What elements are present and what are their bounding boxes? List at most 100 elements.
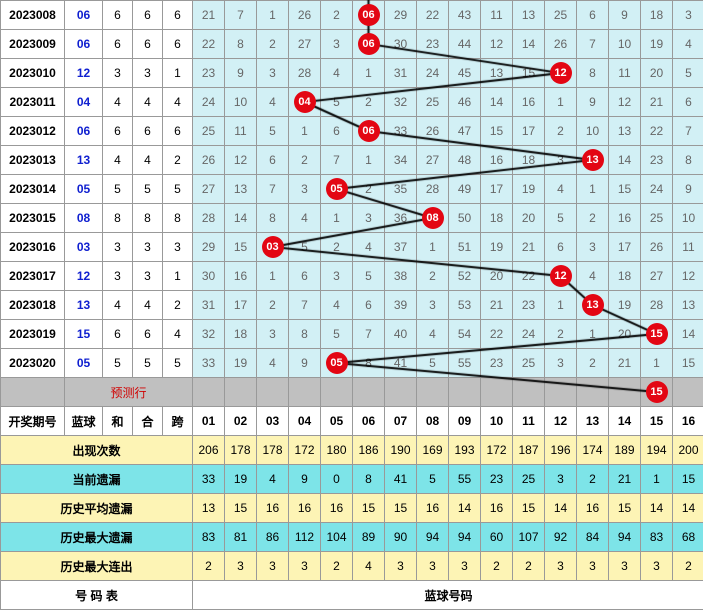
miss-cell: 1 bbox=[257, 262, 289, 291]
miss-cell: 3 bbox=[673, 1, 703, 30]
stats-value: 13 bbox=[193, 494, 225, 523]
ball-marker: 05 bbox=[326, 352, 348, 374]
miss-cell: 12 bbox=[609, 88, 641, 117]
span-value: 5 bbox=[163, 175, 193, 204]
miss-cell: 17 bbox=[481, 175, 513, 204]
ball-marker: 06 bbox=[358, 4, 380, 26]
stats-value: 3 bbox=[609, 552, 641, 581]
footer-row: 号 码 表蓝球号码 bbox=[1, 581, 703, 610]
miss-cell: 1 bbox=[289, 117, 321, 146]
miss-cell: 23 bbox=[641, 146, 673, 175]
miss-cell: 29 bbox=[193, 233, 225, 262]
header-he: 合 bbox=[133, 407, 163, 436]
ball-marker: 06 bbox=[358, 33, 380, 55]
miss-cell: 3 bbox=[321, 30, 353, 59]
stats-value: 15 bbox=[609, 494, 641, 523]
miss-cell: 3 bbox=[289, 175, 321, 204]
span-value: 2 bbox=[163, 291, 193, 320]
he-value: 6 bbox=[133, 30, 163, 59]
miss-cell: 17 bbox=[513, 117, 545, 146]
table-row: 20230080666621712620629224311132569183 bbox=[1, 1, 703, 30]
header-row: 开奖期号蓝球和合跨0102030405060708091011121314151… bbox=[1, 407, 703, 436]
blue-ball-value: 05 bbox=[65, 175, 103, 204]
miss-cell: 44 bbox=[449, 30, 481, 59]
stats-value: 200 bbox=[673, 436, 703, 465]
miss-cell: 28 bbox=[289, 59, 321, 88]
miss-cell: 43 bbox=[449, 1, 481, 30]
miss-cell: 5 bbox=[257, 117, 289, 146]
miss-cell: 34 bbox=[385, 146, 417, 175]
header-num: 01 bbox=[193, 407, 225, 436]
miss-cell: 3 bbox=[353, 204, 385, 233]
miss-cell: 26 bbox=[641, 233, 673, 262]
miss-cell: 39 bbox=[385, 291, 417, 320]
stats-value: 4 bbox=[353, 552, 385, 581]
ball-cell: 12 bbox=[545, 59, 577, 88]
stats-value: 190 bbox=[385, 436, 417, 465]
miss-cell: 2 bbox=[545, 320, 577, 349]
blue-ball-value: 06 bbox=[65, 1, 103, 30]
miss-cell: 6 bbox=[257, 146, 289, 175]
miss-cell: 36 bbox=[385, 204, 417, 233]
miss-cell: 11 bbox=[481, 1, 513, 30]
miss-cell: 2 bbox=[577, 349, 609, 378]
sum-value: 3 bbox=[103, 262, 133, 291]
forecast-empty bbox=[289, 378, 321, 407]
blue-ball-value: 03 bbox=[65, 233, 103, 262]
miss-cell: 33 bbox=[193, 349, 225, 378]
miss-cell: 6 bbox=[577, 1, 609, 30]
stats-value: 196 bbox=[545, 436, 577, 465]
table-row: 20230140555527137305235284917194115249 bbox=[1, 175, 703, 204]
stats-value: 174 bbox=[577, 436, 609, 465]
stats-value: 193 bbox=[449, 436, 481, 465]
header-num: 04 bbox=[289, 407, 321, 436]
miss-cell: 9 bbox=[225, 59, 257, 88]
he-value: 5 bbox=[133, 349, 163, 378]
miss-cell: 1 bbox=[353, 146, 385, 175]
miss-cell: 4 bbox=[321, 291, 353, 320]
miss-cell: 24 bbox=[641, 175, 673, 204]
miss-cell: 2 bbox=[577, 204, 609, 233]
trend-table: 2023008066662171262062922431113256918320… bbox=[0, 0, 703, 610]
miss-cell: 21 bbox=[481, 291, 513, 320]
miss-cell: 12 bbox=[225, 146, 257, 175]
blue-ball-value: 13 bbox=[65, 291, 103, 320]
stats-value: 55 bbox=[449, 465, 481, 494]
stats-value: 172 bbox=[481, 436, 513, 465]
miss-cell: 14 bbox=[673, 320, 703, 349]
forecast-empty bbox=[417, 378, 449, 407]
ball-cell: 03 bbox=[257, 233, 289, 262]
table-row: 2023019156643218385740454222421201514 bbox=[1, 320, 703, 349]
span-value: 8 bbox=[163, 204, 193, 233]
miss-cell: 2 bbox=[257, 30, 289, 59]
stats-value: 9 bbox=[289, 465, 321, 494]
stats-value: 206 bbox=[193, 436, 225, 465]
stats-value: 3 bbox=[545, 552, 577, 581]
miss-cell: 23 bbox=[513, 291, 545, 320]
span-value: 4 bbox=[163, 320, 193, 349]
miss-cell: 50 bbox=[449, 204, 481, 233]
miss-cell: 10 bbox=[577, 117, 609, 146]
stats-value: 33 bbox=[193, 465, 225, 494]
ball-marker: 05 bbox=[326, 178, 348, 200]
miss-cell: 13 bbox=[225, 175, 257, 204]
stats-value: 3 bbox=[257, 552, 289, 581]
miss-cell: 3 bbox=[321, 262, 353, 291]
miss-cell: 18 bbox=[225, 320, 257, 349]
table-row: 20230131344226126271342748161831314238 bbox=[1, 146, 703, 175]
period-cell: 2023017 bbox=[1, 262, 65, 291]
stats-value: 15 bbox=[385, 494, 417, 523]
miss-cell: 25 bbox=[641, 204, 673, 233]
ball-cell: 13 bbox=[577, 291, 609, 320]
he-value: 5 bbox=[133, 175, 163, 204]
miss-cell: 7 bbox=[225, 1, 257, 30]
header-num: 06 bbox=[353, 407, 385, 436]
miss-cell: 7 bbox=[289, 291, 321, 320]
miss-cell: 26 bbox=[193, 146, 225, 175]
stats-value: 41 bbox=[385, 465, 417, 494]
miss-cell: 20 bbox=[641, 59, 673, 88]
miss-cell: 23 bbox=[417, 30, 449, 59]
miss-cell: 53 bbox=[449, 291, 481, 320]
ball-cell: 12 bbox=[545, 262, 577, 291]
miss-cell: 21 bbox=[513, 233, 545, 262]
